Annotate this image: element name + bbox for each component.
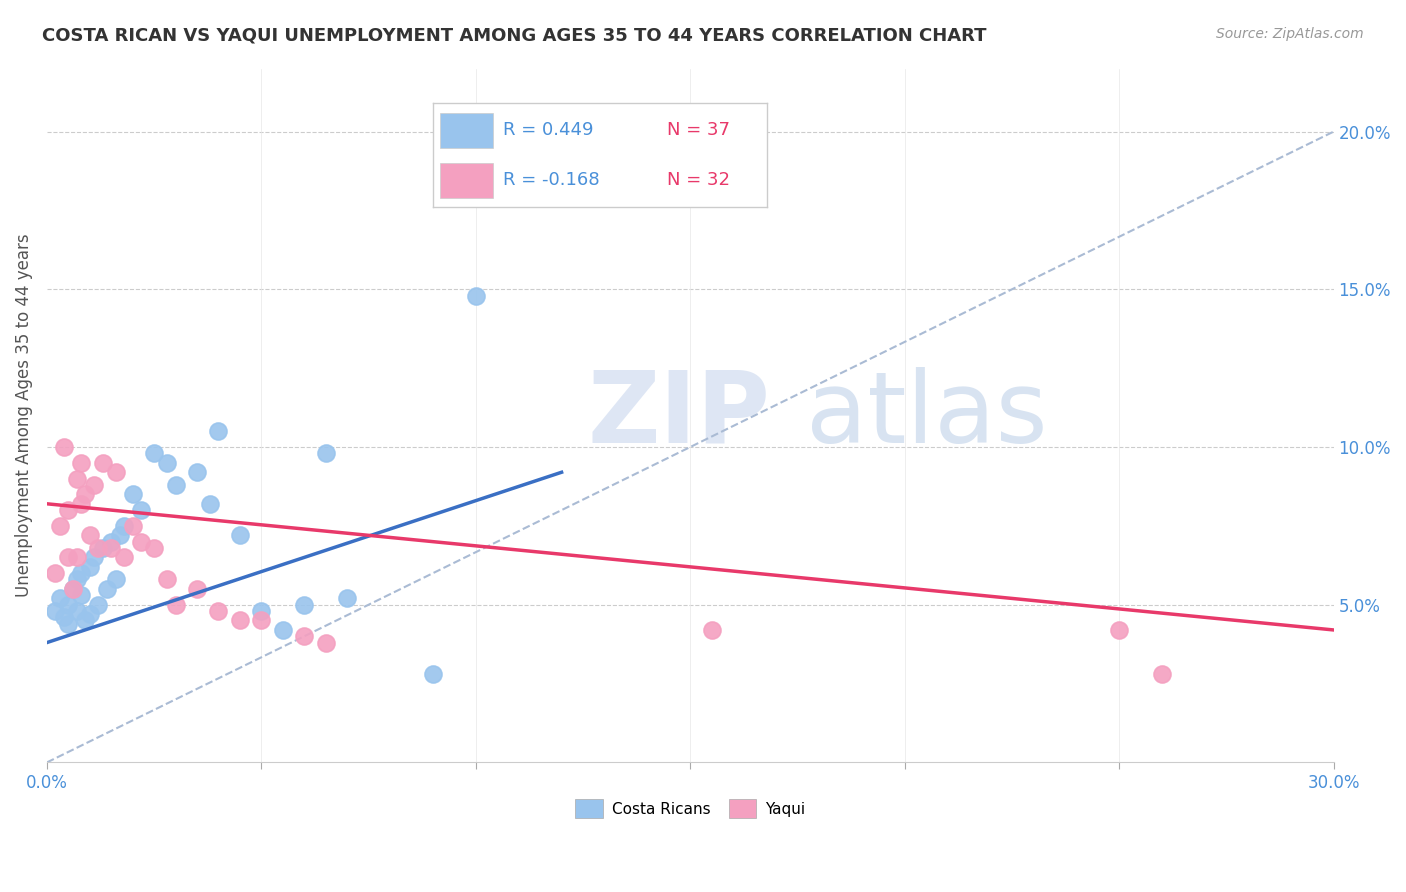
Point [100,541,122,555]
Point [315,635,337,649]
Point [79,528,101,542]
Point [58,616,80,631]
Point [58,598,80,612]
Point [129,503,152,517]
Point [121,487,143,501]
Point [464,288,486,302]
Point [70,497,93,511]
Point [129,534,152,549]
Point [229,614,252,628]
Point [66,472,89,486]
Point [229,528,252,542]
Point [87,541,110,555]
Point [83,478,105,492]
Legend: Costa Ricans, Yaqui: Costa Ricans, Yaqui [569,793,811,824]
Point [336,591,359,606]
Point [143,446,166,460]
Point [49,591,72,606]
Point [700,623,723,637]
Text: Source: ZipAtlas.com: Source: ZipAtlas.com [1216,27,1364,41]
Point [1152,667,1174,681]
Point [96,582,118,596]
Point [156,456,179,470]
Text: atlas: atlas [806,367,1047,464]
Point [112,550,135,565]
Point [66,550,89,565]
Text: ZIP: ZIP [588,367,770,464]
Point [207,424,229,438]
Point [66,573,89,587]
Point [58,550,80,565]
Point [143,541,166,555]
Point [250,604,273,618]
Point [186,465,208,479]
Point [121,519,143,533]
Point [75,614,97,628]
Point [83,550,105,565]
Point [53,440,76,454]
Point [75,487,97,501]
Point [292,598,315,612]
Point [104,465,127,479]
Point [49,519,72,533]
Point [87,598,110,612]
Point [91,541,114,555]
Point [1108,623,1130,637]
Point [156,573,179,587]
Point [53,610,76,624]
Text: COSTA RICAN VS YAQUI UNEMPLOYMENT AMONG AGES 35 TO 44 YEARS CORRELATION CHART: COSTA RICAN VS YAQUI UNEMPLOYMENT AMONG … [42,27,987,45]
Point [70,456,93,470]
Point [62,582,84,596]
Point [292,629,315,643]
Point [165,598,187,612]
Point [104,573,127,587]
Point [186,582,208,596]
Point [198,497,221,511]
Point [91,456,114,470]
Point [62,582,84,596]
Point [44,566,66,581]
Point [66,604,89,618]
Point [250,614,273,628]
Y-axis label: Unemployment Among Ages 35 to 44 years: Unemployment Among Ages 35 to 44 years [15,234,32,598]
Point [165,478,187,492]
Point [44,604,66,618]
Point [70,588,93,602]
Point [79,560,101,574]
Point [271,623,294,637]
Point [207,604,229,618]
Point [100,534,122,549]
Point [315,446,337,460]
Point [108,528,131,542]
Point [58,503,80,517]
Point [70,566,93,581]
Point [422,667,444,681]
Point [112,519,135,533]
Point [79,607,101,622]
